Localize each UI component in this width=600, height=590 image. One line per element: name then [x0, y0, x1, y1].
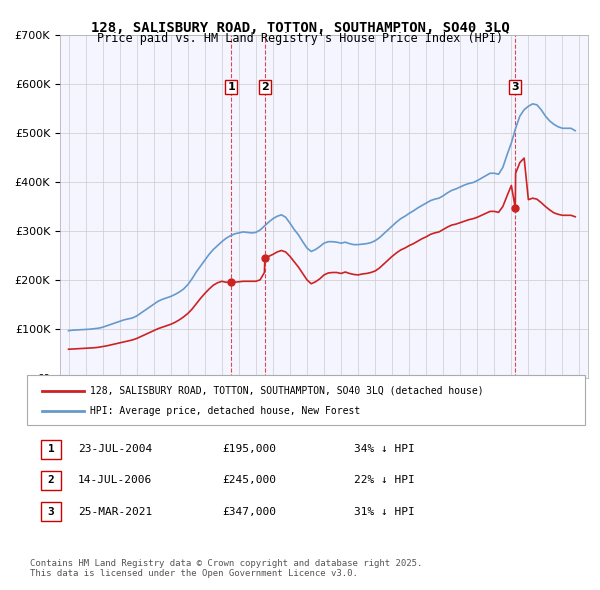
Text: £347,000: £347,000	[222, 507, 276, 517]
Text: £245,000: £245,000	[222, 476, 276, 486]
Text: 1: 1	[227, 82, 235, 91]
Text: 128, SALISBURY ROAD, TOTTON, SOUTHAMPTON, SO40 3LQ (detached house): 128, SALISBURY ROAD, TOTTON, SOUTHAMPTON…	[90, 386, 484, 396]
Text: 3: 3	[47, 507, 55, 517]
Text: 14-JUL-2006: 14-JUL-2006	[78, 476, 152, 486]
Text: 2: 2	[47, 476, 55, 486]
Text: 1: 1	[47, 444, 55, 454]
Text: 2: 2	[261, 82, 269, 91]
Text: Contains HM Land Registry data © Crown copyright and database right 2025.
This d: Contains HM Land Registry data © Crown c…	[30, 559, 422, 578]
Text: 3: 3	[511, 82, 519, 91]
Text: Price paid vs. HM Land Registry's House Price Index (HPI): Price paid vs. HM Land Registry's House …	[97, 32, 503, 45]
Text: HPI: Average price, detached house, New Forest: HPI: Average price, detached house, New …	[90, 406, 360, 416]
Text: 34% ↓ HPI: 34% ↓ HPI	[354, 444, 415, 454]
Text: 25-MAR-2021: 25-MAR-2021	[78, 507, 152, 517]
Text: 128, SALISBURY ROAD, TOTTON, SOUTHAMPTON, SO40 3LQ: 128, SALISBURY ROAD, TOTTON, SOUTHAMPTON…	[91, 21, 509, 35]
Text: 23-JUL-2004: 23-JUL-2004	[78, 444, 152, 454]
Text: £195,000: £195,000	[222, 444, 276, 454]
Text: 22% ↓ HPI: 22% ↓ HPI	[354, 476, 415, 486]
Text: 31% ↓ HPI: 31% ↓ HPI	[354, 507, 415, 517]
